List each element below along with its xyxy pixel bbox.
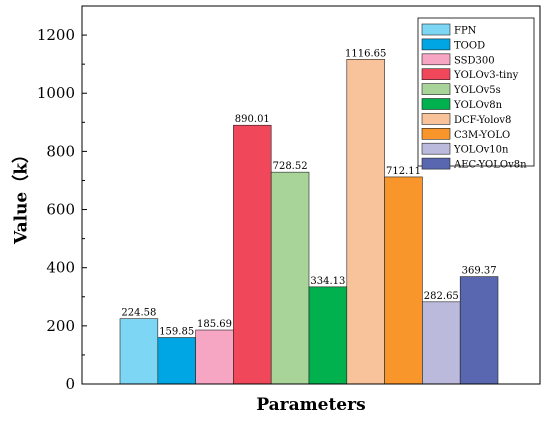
- bar-fpn: [119, 318, 159, 385]
- y-axis: 0 200 400 600 800 1000 1200: [37, 5, 87, 393]
- y-tick-label: 1000: [37, 84, 75, 102]
- bar-yolov8n: [308, 286, 348, 385]
- y-tick-label: 800: [46, 142, 75, 160]
- legend-label: C3M-YOLO: [454, 130, 510, 141]
- data-label: 282.65: [424, 291, 459, 302]
- legend-label: SSD300: [454, 55, 495, 66]
- legend-swatch: [421, 38, 451, 51]
- bar-aec-yolov8n: [459, 276, 499, 385]
- bar-ssd300: [195, 329, 234, 385]
- legend-swatch: [421, 23, 451, 36]
- data-label: 334.13: [310, 276, 345, 287]
- y-tick-label: 1200: [37, 26, 75, 44]
- legend-label: FPN: [454, 26, 477, 37]
- bar-yolov5s: [270, 171, 310, 385]
- legend-label: TOOD: [454, 40, 485, 51]
- legend-swatch: [421, 142, 451, 155]
- legend-swatch: [421, 98, 451, 110]
- legend-label: AEC-YOLOv8n: [453, 160, 527, 171]
- data-label: 159.85: [159, 327, 194, 338]
- data-label: 712.11: [386, 166, 421, 177]
- bar-dcf-yolov8: [346, 59, 385, 385]
- data-label: 1116.65: [345, 48, 386, 59]
- legend-swatch: [421, 83, 451, 95]
- legend: FPN TOOD SSD300 YOLOv3-tiny YOLOv5s YOLOv8n DC…: [417, 17, 535, 171]
- y-axis-title: Value（k）: [11, 146, 32, 245]
- legend-swatch: [421, 128, 451, 140]
- data-label: 728.52: [273, 161, 308, 172]
- data-label: 185.69: [197, 319, 232, 330]
- bars-group: [119, 59, 499, 385]
- legend-label: YOLOv10n: [453, 145, 509, 156]
- data-label: 369.37: [462, 266, 497, 277]
- bar-tood: [157, 337, 196, 385]
- plot-area-frame: [81, 5, 541, 385]
- x-axis-title: Parameters: [256, 395, 365, 415]
- legend-swatch: [421, 53, 451, 66]
- legend-label: DCF-Yolov8: [454, 115, 511, 126]
- y-tick-label: 600: [46, 201, 75, 219]
- data-label: 224.58: [121, 308, 156, 319]
- data-label: 890.01: [235, 114, 270, 125]
- legend-swatch: [421, 157, 451, 170]
- y-tick-label: 400: [46, 259, 75, 277]
- legend-swatch: [421, 113, 451, 125]
- legend-label: YOLOv3-tiny: [453, 70, 519, 81]
- bar-c3m-yolo: [384, 176, 423, 385]
- y-tick-label: 200: [46, 317, 75, 335]
- y-tick-label: 0: [65, 375, 75, 393]
- legend-label: YOLOv8n: [453, 100, 503, 111]
- bar-yolov10n: [422, 301, 461, 385]
- legend-swatch: [421, 68, 451, 80]
- bar-yolov3-tiny: [233, 124, 272, 385]
- legend-label: YOLOv5s: [453, 85, 501, 96]
